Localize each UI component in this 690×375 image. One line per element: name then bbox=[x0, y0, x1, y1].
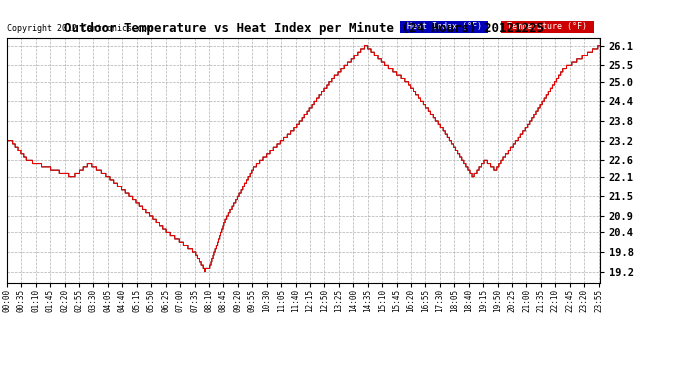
Text: Temperature (°F): Temperature (°F) bbox=[502, 22, 593, 32]
Text: Copyright 2012 Cartronics.com: Copyright 2012 Cartronics.com bbox=[7, 24, 152, 33]
Text: Heat Index (°F): Heat Index (°F) bbox=[402, 22, 486, 32]
Title: Outdoor Temperature vs Heat Index per Minute (24 Hours) 20121225: Outdoor Temperature vs Heat Index per Mi… bbox=[63, 22, 544, 35]
